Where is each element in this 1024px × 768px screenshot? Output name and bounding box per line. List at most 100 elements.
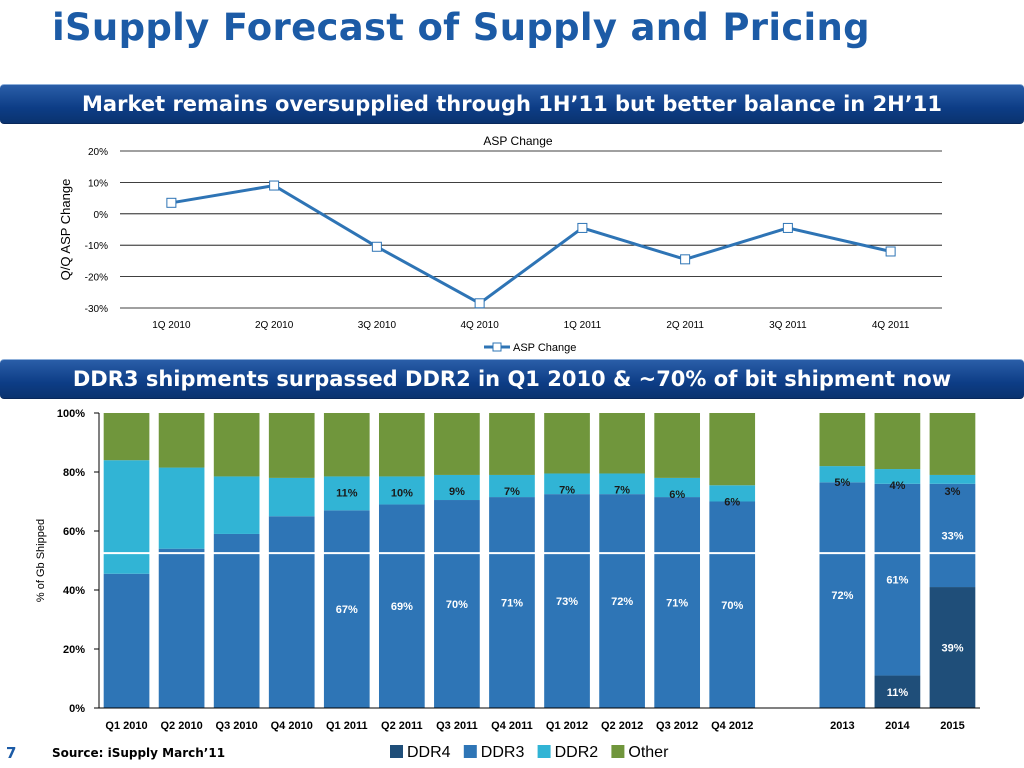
bar-segment-other <box>268 413 315 478</box>
legend-marker <box>492 342 502 352</box>
x-tick-label: 1Q 2011 <box>564 320 602 331</box>
y-tick-label: -10% <box>85 241 108 252</box>
bar-segment-ddr2 <box>434 474 480 501</box>
asp-change-point <box>680 254 691 265</box>
asp-change-point <box>474 298 485 309</box>
bar-segment-ddr2 <box>874 469 921 484</box>
bar-segment-other <box>323 413 370 477</box>
asp-change-point <box>782 222 793 233</box>
bar-data-label: 70% <box>721 600 743 612</box>
x-tick-label: Q3 2011 <box>436 720 478 732</box>
bar-segment-ddr2 <box>544 473 590 495</box>
x-tick-label: 2Q 2011 <box>666 320 704 331</box>
y-tick-label: -30% <box>85 304 108 315</box>
bar-segment-other <box>709 413 756 486</box>
x-tick-label: Q1 2012 <box>546 720 588 732</box>
asp-change-point <box>269 180 280 191</box>
bar-segment-ddr3 <box>819 482 866 708</box>
bar-segment-ddr3 <box>544 494 590 708</box>
bar-segment-ddr2 <box>599 473 645 495</box>
y-tick-label: 60% <box>63 526 85 538</box>
banner-market-text: Market remains oversupplied through 1H’1… <box>82 92 942 116</box>
bar-data-label: 6% <box>669 489 685 501</box>
bar-segment-ddr3 <box>103 573 150 708</box>
bar-data-label: 5% <box>834 477 850 489</box>
y-tick-label: 20% <box>63 644 85 656</box>
bar-segment-ddr2 <box>213 476 260 534</box>
bar-data-label: 67% <box>336 604 358 616</box>
bar-segment-ddr3 <box>213 533 260 708</box>
x-tick-label: Q4 2010 <box>271 720 313 732</box>
x-tick-label: Q2 2012 <box>601 720 643 732</box>
x-tick-label: Q3 2012 <box>656 720 698 732</box>
bar-segment-other <box>103 413 150 461</box>
bar-segment-other <box>874 413 921 470</box>
bar-segment-other <box>819 413 866 467</box>
x-tick-label: Q4 2012 <box>711 720 753 732</box>
x-tick-label: 2Q 2010 <box>255 320 294 331</box>
legend-swatch-ddr4 <box>390 745 403 758</box>
bar-data-label: 7% <box>504 486 520 498</box>
banner-ddr3: DDR3 shipments surpassed DDR2 in Q1 2010… <box>0 359 1024 399</box>
ddr-stacked-bar-chart: 0% 20% 40% 60% 80% 100% % of Gb Shipped Q1 2010… <box>35 408 980 761</box>
bar-data-label: 69% <box>391 601 413 613</box>
bar-segment-ddr3 <box>874 483 921 676</box>
bar-segment-other <box>544 413 590 474</box>
x-tick-label: 3Q 2011 <box>769 320 807 331</box>
x-tick-label: Q1 2011 <box>326 720 368 732</box>
bar-segment-ddr2 <box>268 477 315 517</box>
x-tick-label: Q2 2010 <box>160 720 202 732</box>
bar-segment-ddr2 <box>378 476 425 505</box>
bar-segment-ddr2 <box>323 476 370 511</box>
bar-data-label: 11% <box>336 487 358 499</box>
bar-segment-ddr2 <box>819 466 866 483</box>
bar-data-label: 39% <box>941 643 963 655</box>
bar-segment-other <box>599 413 645 474</box>
y-tick-label: 80% <box>63 467 85 479</box>
y-axis-label: Q/Q ASP Change <box>58 179 73 281</box>
page-title: iSupply Forecast of Supply and Pricing <box>52 6 870 49</box>
legend-swatch-ddr3 <box>463 745 477 758</box>
x-tick-label: 1Q 2010 <box>152 320 191 331</box>
bar-data-label: 33% <box>941 530 963 542</box>
bar-data-label: 7% <box>614 484 630 496</box>
x-tick-label: 4Q 2011 <box>872 320 910 331</box>
x-tick-label: Q4 2011 <box>491 720 533 732</box>
bar-data-label: 7% <box>559 484 575 496</box>
bar-data-label: 72% <box>611 596 633 608</box>
asp-change-point <box>577 222 588 233</box>
bar-segment-ddr3 <box>489 497 535 708</box>
bar-segment-other <box>378 413 425 477</box>
x-tick-label: Q1 2010 <box>105 720 147 732</box>
legend-label: DDR4 <box>407 744 451 761</box>
x-tick-label: Q2 2011 <box>381 720 423 732</box>
line-chart-title: ASP Change <box>483 134 552 148</box>
y-tick-label: 20% <box>88 147 108 158</box>
bar-segment-ddr2 <box>709 485 756 502</box>
bar-data-label: 61% <box>886 575 908 587</box>
bar-segment-ddr2 <box>103 460 150 574</box>
asp-change-line <box>171 183 891 306</box>
bar-data-label: 9% <box>449 486 465 498</box>
bar-segment-ddr2 <box>158 467 205 549</box>
x-tick-label: 4Q 2010 <box>460 320 499 331</box>
asp-change-point <box>166 197 177 208</box>
legend-swatch-other <box>611 745 625 758</box>
bar-data-label: 70% <box>446 599 468 611</box>
x-tick-label: 2014 <box>885 720 910 732</box>
bar-segment-ddr3 <box>929 483 976 588</box>
asp-change-point <box>885 246 896 257</box>
x-tick-label: Q3 2010 <box>216 720 258 732</box>
legend-label: DDR2 <box>555 744 599 761</box>
bar-data-label: 4% <box>889 480 905 492</box>
bar-segment-ddr3 <box>654 497 701 708</box>
bar-data-label: 71% <box>501 598 523 610</box>
bar-segment-ddr3 <box>378 504 425 708</box>
x-tick-label: 2013 <box>830 720 854 732</box>
x-tick-label: 3Q 2010 <box>358 320 397 331</box>
asp-line-chart: ASP Change 20% 10% 0% -10% -20% -30% Q/Q ASP Ch… <box>58 134 942 354</box>
bar-data-label: 71% <box>666 598 688 610</box>
y-tick-label: 100% <box>57 408 85 420</box>
legend-label: ASP Change <box>513 342 576 354</box>
y-tick-label: 0% <box>69 703 85 715</box>
